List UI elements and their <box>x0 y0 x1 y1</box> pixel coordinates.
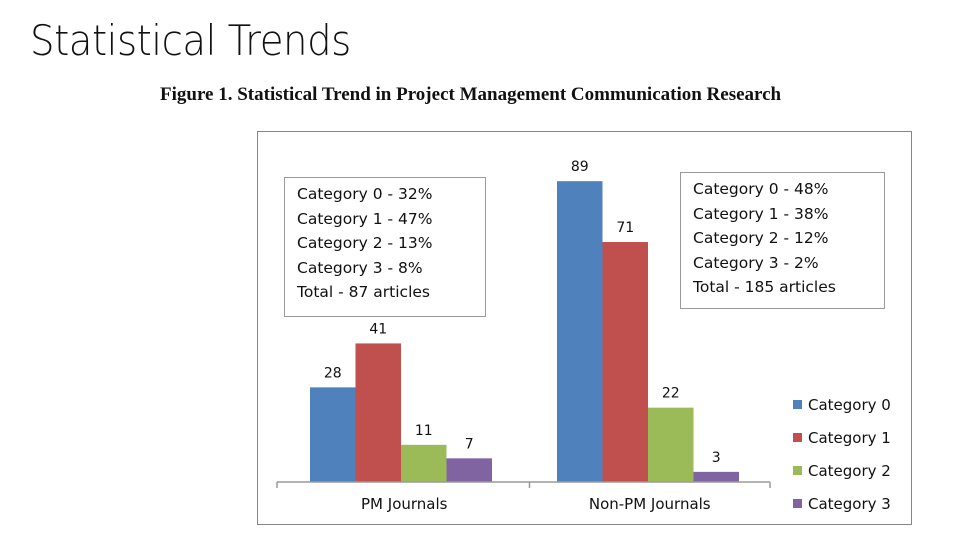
category-label-non-pm-journals: Non-PM Journals <box>589 495 711 513</box>
non-pm-journals-summary-box: Category 0 - 48% Category 1 - 38% Catego… <box>680 172 885 309</box>
data-label-non-pm-journals-category-2: 22 <box>662 386 680 402</box>
legend-item-category-0: Category 0 <box>793 388 891 421</box>
legend-item-category-3: Category 3 <box>793 487 891 520</box>
legend-swatch <box>793 400 802 409</box>
bar-non-pm-journals-category-0 <box>557 181 603 482</box>
summary-line: Category 2 - 13% <box>297 234 433 252</box>
pm-journals-summary-box: Category 0 - 32% Category 1 - 47% Catego… <box>284 177 486 317</box>
summary-line: Category 1 - 47% <box>297 209 433 228</box>
summary-line: Category 0 - 32% <box>297 185 433 203</box>
legend-item-category-1: Category 1 <box>793 421 891 454</box>
data-label-non-pm-journals-category-0: 89 <box>571 159 589 175</box>
bar-pm-journals-category-2 <box>401 444 447 482</box>
summary-line: Category 2 - 12% <box>693 229 829 247</box>
bar-non-pm-journals-category-2 <box>648 407 694 482</box>
summary-total: Total - 185 articles <box>693 278 836 296</box>
chart-legend: Category 0 Category 1 Category 2 Category 3 <box>793 388 891 520</box>
bar-non-pm-journals-category-1 <box>602 242 648 482</box>
legend-swatch <box>793 499 802 508</box>
summary-line: Category 0 - 48% <box>693 180 829 198</box>
figure-caption: Figure 1. Statistical Trend in Project M… <box>160 84 782 105</box>
summary-line: Category 3 - 8% <box>297 258 423 277</box>
summary-total: Total - 87 articles <box>297 283 430 301</box>
bar-pm-journals-category-0 <box>310 387 356 482</box>
legend-label: Category 3 <box>808 494 891 513</box>
summary-line: Category 3 - 2% <box>693 253 819 272</box>
data-label-pm-journals-category-0: 28 <box>324 365 342 381</box>
data-label-pm-journals-category-2: 11 <box>415 423 433 439</box>
data-label-pm-journals-category-1: 41 <box>369 321 387 337</box>
legend-label: Category 0 <box>808 395 891 414</box>
legend-item-category-2: Category 2 <box>793 454 891 487</box>
legend-swatch <box>793 466 802 475</box>
bar-non-pm-journals-category-3 <box>693 471 739 482</box>
data-label-pm-journals-category-3: 7 <box>465 436 474 452</box>
data-label-non-pm-journals-category-3: 3 <box>712 450 721 466</box>
legend-label: Category 1 <box>808 428 891 447</box>
bar-pm-journals-category-3 <box>446 458 492 482</box>
summary-line: Category 1 - 38% <box>693 204 829 223</box>
category-label-pm-journals: PM Journals <box>361 495 448 513</box>
legend-label: Category 2 <box>808 461 891 480</box>
legend-swatch <box>793 433 802 442</box>
slide-title: Statistical Trends <box>30 16 351 65</box>
data-label-non-pm-journals-category-1: 71 <box>616 220 634 236</box>
bar-pm-journals-category-1 <box>355 343 401 482</box>
